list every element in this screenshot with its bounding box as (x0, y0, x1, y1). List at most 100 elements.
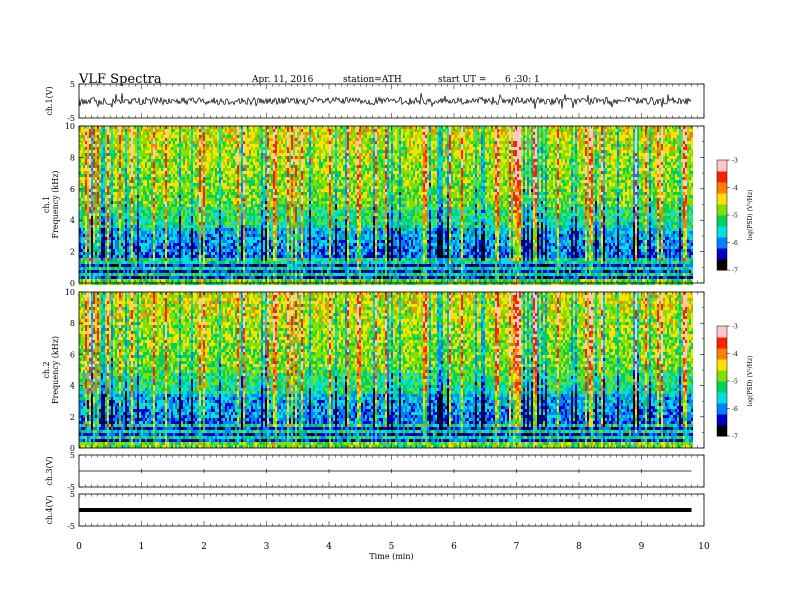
spectrogram-cell (135, 228, 137, 231)
spectrogram-cell (125, 207, 127, 210)
spectrogram-cell (137, 252, 139, 255)
spectrogram-cell (181, 210, 183, 213)
spectrogram-cell (125, 249, 127, 252)
spectrogram-cell (145, 240, 147, 243)
spectrogram-cell (119, 243, 121, 246)
spectrogram-cell (159, 207, 161, 210)
spectrogram-cell (177, 201, 179, 204)
spectrogram-cell (161, 138, 163, 141)
spectrogram-cell (117, 165, 119, 168)
spectrogram-cell (95, 255, 97, 258)
spectrogram-cell (115, 177, 117, 180)
spectrogram-cell (87, 141, 89, 144)
spectrogram-cell (91, 228, 93, 231)
spectrogram-cell (179, 246, 181, 249)
spectrogram-cell (175, 267, 177, 270)
spectrogram-cell (109, 138, 111, 141)
spectrogram-cell (147, 270, 149, 273)
spectrogram-cell (131, 153, 133, 156)
spectrogram-cell (135, 144, 137, 147)
spectrogram-cell (137, 222, 139, 225)
spectrogram-cell (89, 129, 91, 132)
spectrogram-cell (97, 162, 99, 165)
spectrogram-cell (145, 258, 147, 261)
spectrogram-cell (121, 264, 123, 267)
spectrogram-cell (113, 243, 115, 246)
spectrogram-cell (129, 180, 131, 183)
spectrogram-cell (141, 135, 143, 138)
spectrogram-cell (153, 204, 155, 207)
spectrogram-cell (159, 222, 161, 225)
spectrogram-cell (149, 252, 151, 255)
spectrogram-cell (163, 135, 165, 138)
spectrogram-cell (173, 132, 175, 135)
spectrogram-cell (149, 282, 151, 285)
spectrogram-cell (115, 231, 117, 234)
spectrogram-cell (123, 135, 125, 138)
spectrogram-cell (111, 171, 113, 174)
spectrogram-cell (117, 144, 119, 147)
spectrogram-cell (115, 129, 117, 132)
spectrogram-cell (157, 168, 159, 171)
spectrogram-cell (115, 267, 117, 270)
spectrogram-cell (91, 165, 93, 168)
spectrogram-cell (169, 267, 171, 270)
spectrogram-cell (129, 189, 131, 192)
spectrogram-cell (171, 204, 173, 207)
spectrogram-cell (97, 255, 99, 258)
spectrogram-cell (121, 159, 123, 162)
spectrogram-cell (109, 189, 111, 192)
spectrogram-cell (87, 210, 89, 213)
spectrogram-cell (103, 198, 105, 201)
spectrogram-cell (87, 213, 89, 216)
spectrogram-cell (131, 204, 133, 207)
spectrogram-cell (89, 258, 91, 261)
spectrogram-cell (103, 240, 105, 243)
spectrogram-cell (181, 195, 183, 198)
spectrogram-cell (171, 264, 173, 267)
spectrogram-cell (175, 186, 177, 189)
spectrogram-cell (177, 165, 179, 168)
spectrogram-cell (93, 180, 95, 183)
spectrogram-cell (157, 234, 159, 237)
spectrogram-cell (157, 132, 159, 135)
spectrogram-cell (109, 261, 111, 264)
spectrogram-cell (85, 153, 87, 156)
spectrogram-cell (151, 216, 153, 219)
spectrogram-cell (175, 255, 177, 258)
spectrogram-cell (175, 279, 177, 282)
spectrogram-cell (175, 252, 177, 255)
spectrogram-cell (115, 174, 117, 177)
spectrogram-cell (135, 270, 137, 273)
spectrogram-cell (153, 222, 155, 225)
spectrogram-cell (159, 135, 161, 138)
spectrogram-cell (151, 192, 153, 195)
spectrogram-cell (107, 258, 109, 261)
spectrogram-cell (89, 132, 91, 135)
spectrogram-cell (85, 156, 87, 159)
spectrogram-cell (165, 222, 167, 225)
spectrogram-cell (97, 252, 99, 255)
spectrogram-cell (181, 150, 183, 153)
spectrogram-cell (163, 129, 165, 132)
spectrogram-cell (155, 168, 157, 171)
spectrogram-cell (177, 144, 179, 147)
spectrogram-cell (115, 153, 117, 156)
spectrogram-cell (145, 141, 147, 144)
spectrogram-cell (123, 267, 125, 270)
spectrogram-cell (105, 186, 107, 189)
spectrogram-cell (95, 132, 97, 135)
spectrogram-cell (169, 240, 171, 243)
spectrogram-cell (135, 204, 137, 207)
spectrogram-cell (167, 144, 169, 147)
spectrogram-cell (149, 213, 151, 216)
spectrogram-cell (139, 159, 141, 162)
spectrogram-cell (107, 282, 109, 285)
spectrogram-cell (173, 207, 175, 210)
spectrogram-cell (111, 228, 113, 231)
spectrogram-cell (129, 219, 131, 222)
spectrogram-cell (97, 228, 99, 231)
spectrogram-cell (99, 174, 101, 177)
spectrogram-cell (139, 147, 141, 150)
spectrogram-cell (169, 186, 171, 189)
